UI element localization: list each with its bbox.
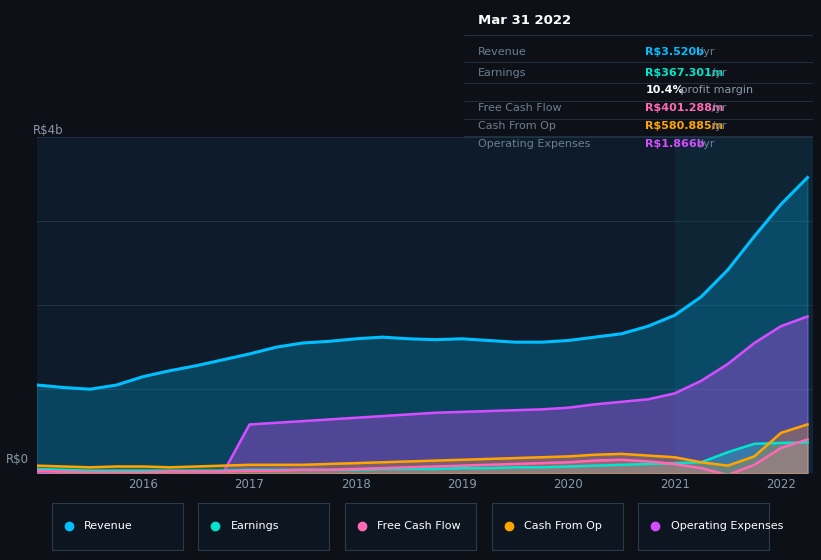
Text: R$0: R$0 — [7, 454, 30, 466]
Text: Earnings: Earnings — [478, 68, 526, 77]
FancyBboxPatch shape — [492, 503, 623, 550]
Text: Revenue: Revenue — [84, 521, 133, 531]
Text: /yr: /yr — [708, 121, 727, 131]
Text: Free Cash Flow: Free Cash Flow — [378, 521, 461, 531]
Text: Revenue: Revenue — [478, 47, 526, 57]
Text: Operating Expenses: Operating Expenses — [671, 521, 783, 531]
Text: Earnings: Earnings — [231, 521, 279, 531]
Bar — [675, 137, 818, 473]
Text: 10.4%: 10.4% — [645, 85, 684, 95]
Text: R$367.301m: R$367.301m — [645, 68, 723, 77]
Text: /yr: /yr — [708, 103, 727, 113]
FancyBboxPatch shape — [199, 503, 329, 550]
Text: /yr: /yr — [708, 68, 727, 77]
FancyBboxPatch shape — [52, 503, 183, 550]
Text: Cash From Op: Cash From Op — [478, 121, 556, 131]
Text: Operating Expenses: Operating Expenses — [478, 139, 590, 149]
Text: profit margin: profit margin — [677, 85, 753, 95]
Text: R$1.866b: R$1.866b — [645, 139, 705, 149]
FancyBboxPatch shape — [638, 503, 769, 550]
Text: R$3.520b: R$3.520b — [645, 47, 704, 57]
Text: /yr: /yr — [695, 139, 714, 149]
Text: Cash From Op: Cash From Op — [524, 521, 602, 531]
Text: /yr: /yr — [695, 47, 714, 57]
Text: R$580.885m: R$580.885m — [645, 121, 723, 131]
FancyBboxPatch shape — [345, 503, 476, 550]
Text: R$401.288m: R$401.288m — [645, 103, 724, 113]
Text: Mar 31 2022: Mar 31 2022 — [478, 14, 571, 27]
Text: Free Cash Flow: Free Cash Flow — [478, 103, 562, 113]
Text: R$4b: R$4b — [33, 124, 63, 137]
